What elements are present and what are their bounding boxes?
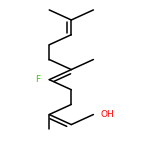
Text: F: F xyxy=(35,75,40,84)
Text: OH: OH xyxy=(101,110,114,119)
